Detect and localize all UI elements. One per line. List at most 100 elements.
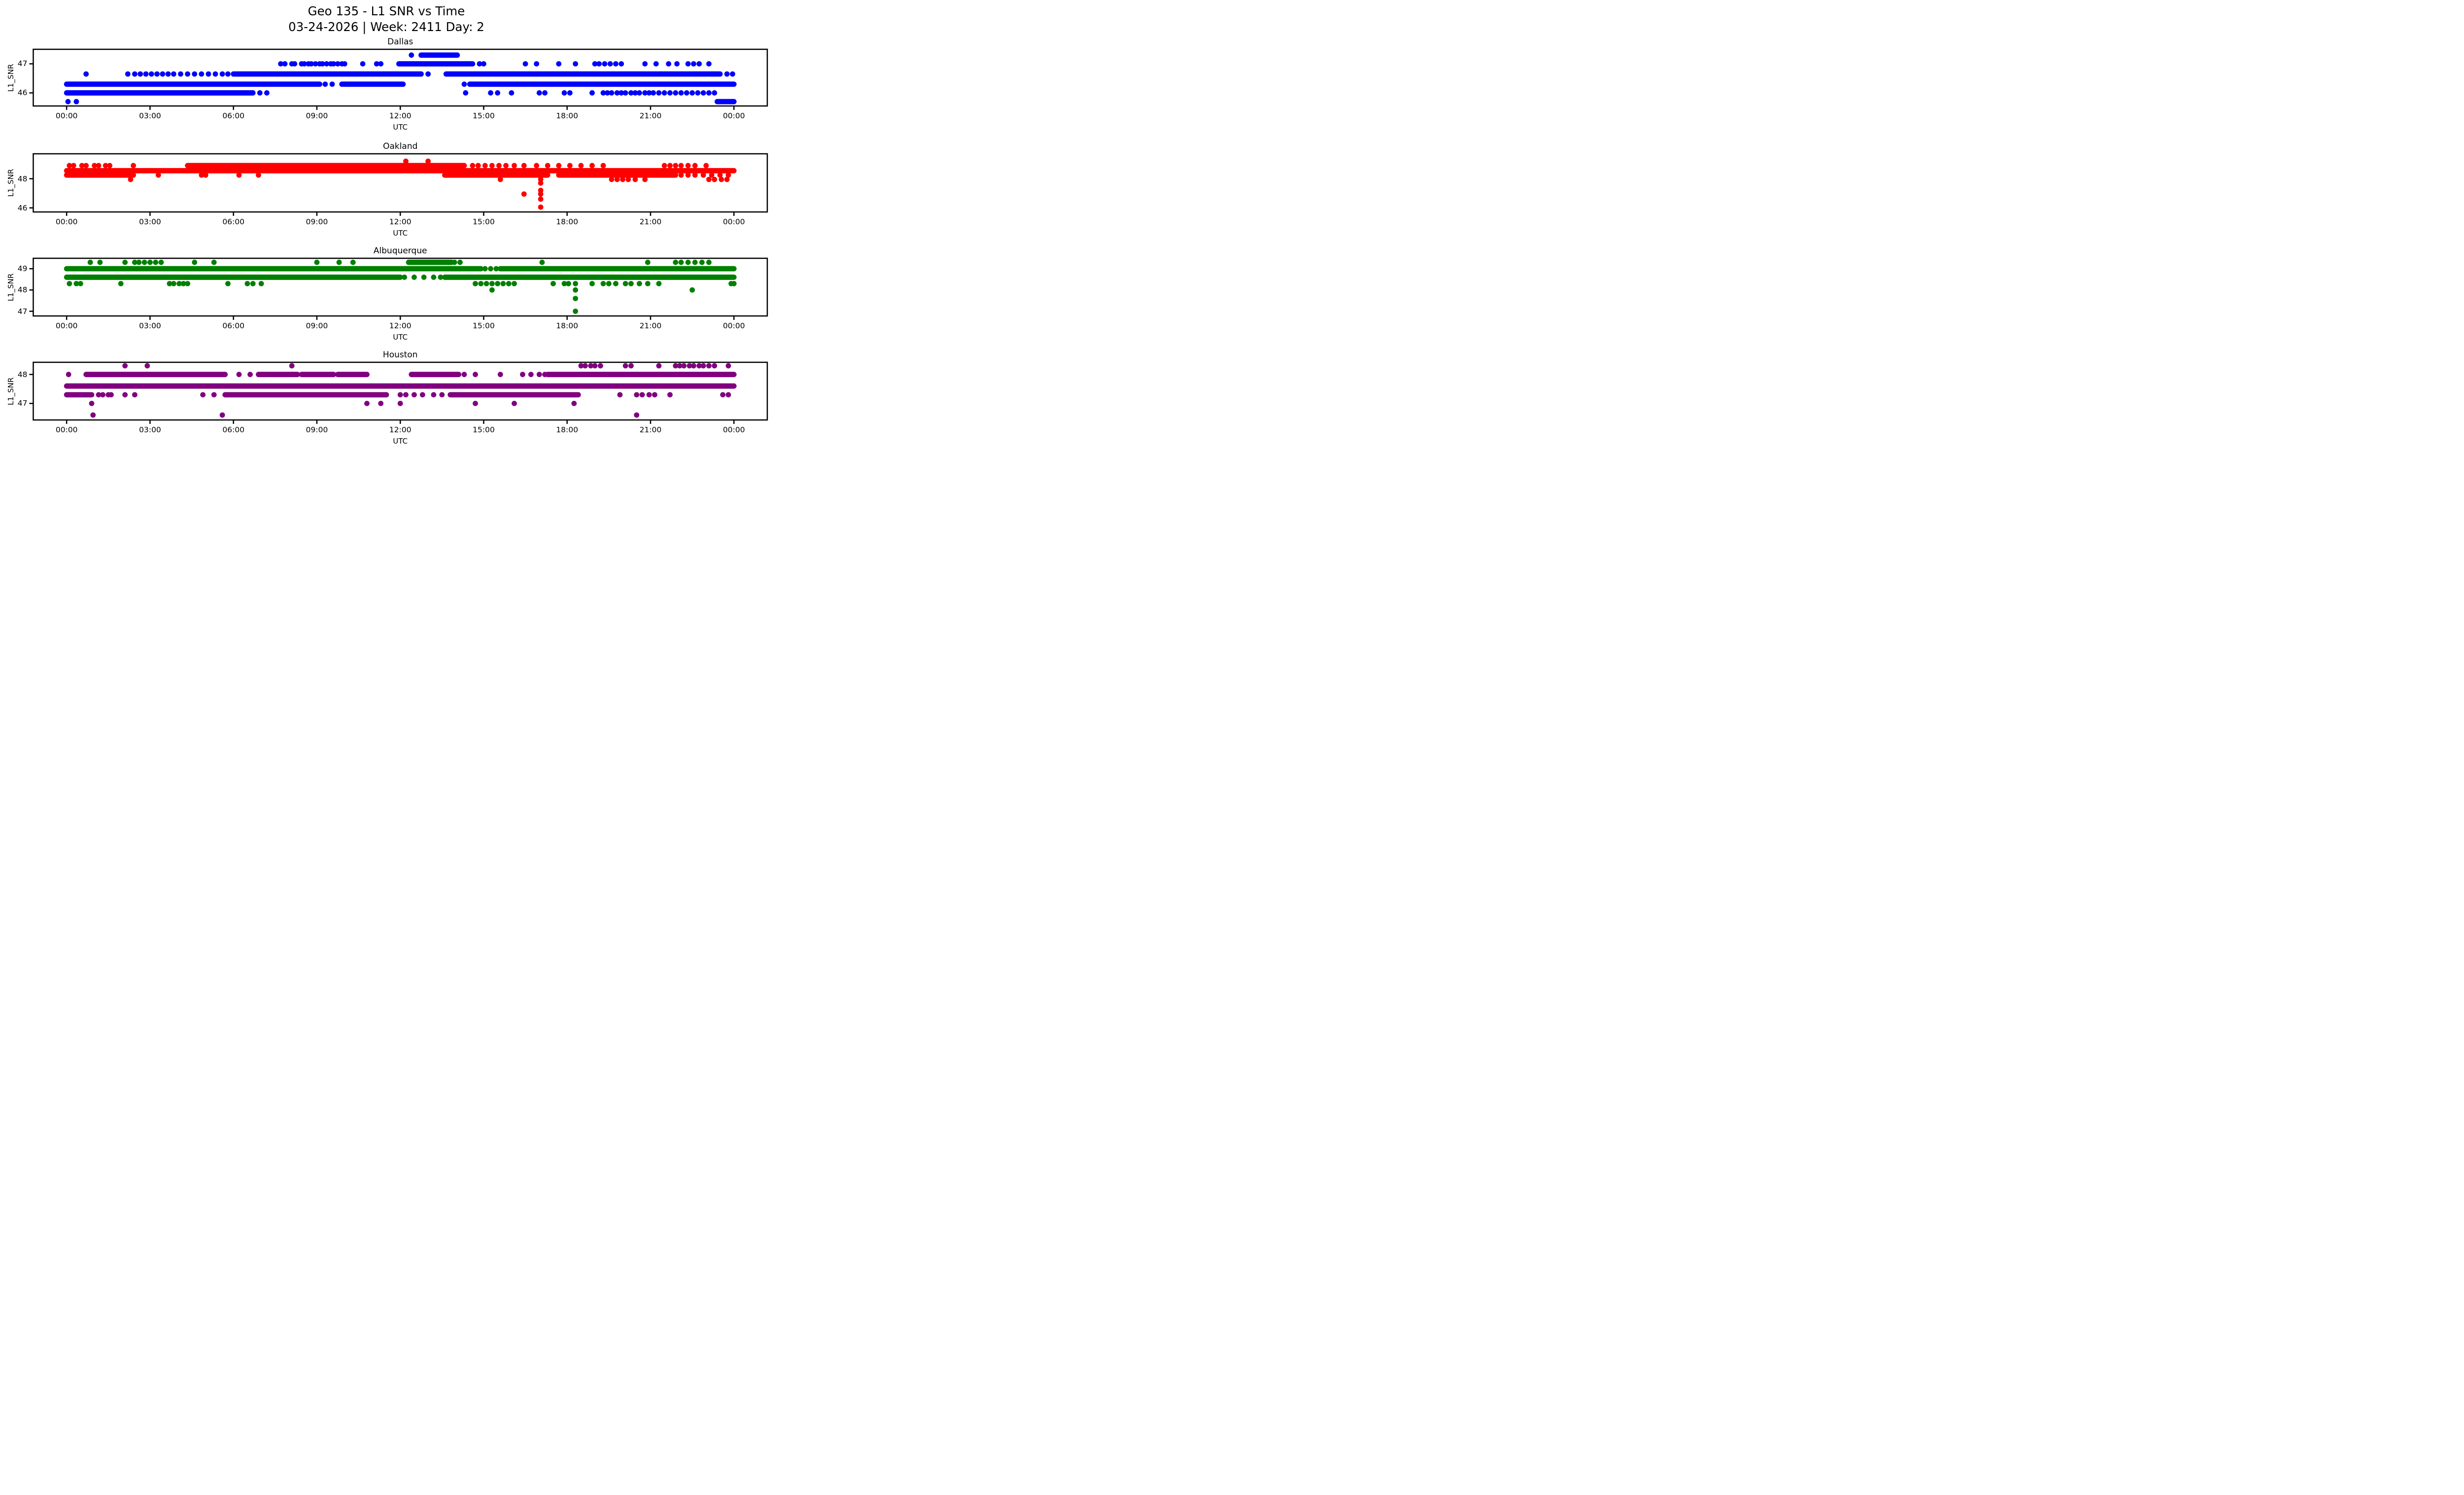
houston-ytick-47: 47 xyxy=(17,399,28,408)
dallas-data-point xyxy=(257,90,263,96)
dallas-data-point xyxy=(618,61,624,67)
houston-data-point xyxy=(403,392,409,398)
dallas-xtick-2: 06:00 xyxy=(222,111,245,120)
albuquerque-data-point xyxy=(78,280,83,286)
albuquerque-data-point xyxy=(673,259,679,265)
albuquerque-data-point xyxy=(431,275,437,280)
oakland-xtick-2: 06:00 xyxy=(222,217,245,226)
oakland-data-point xyxy=(155,172,161,178)
houston-data-point xyxy=(100,392,105,398)
albuquerque-data-point xyxy=(488,266,494,272)
houston-xtick-2: 06:00 xyxy=(222,425,245,434)
albuquerque-data-point xyxy=(692,259,698,265)
dallas-data-point xyxy=(509,90,514,96)
albuquerque-data-point xyxy=(613,280,618,286)
dallas-data-point xyxy=(292,61,298,67)
houston-data-point xyxy=(431,392,437,398)
dallas-data-point xyxy=(212,71,218,77)
albuquerque-xtick-8: 00:00 xyxy=(722,321,745,330)
houston-data-point xyxy=(677,363,683,369)
albuquerque-data-point xyxy=(153,259,159,265)
oakland-data-point xyxy=(83,163,89,169)
houston-data-point xyxy=(66,372,71,378)
oakland-data-point xyxy=(703,163,709,169)
dallas-xtick-3: 09:00 xyxy=(306,111,328,120)
albuquerque-xlabel: UTC xyxy=(393,333,408,342)
dallas-data-point xyxy=(143,71,149,77)
dallas-data-point xyxy=(148,71,154,77)
houston-data-point xyxy=(122,392,128,398)
oakland-data-point xyxy=(489,163,495,169)
dallas-data-point xyxy=(477,61,482,67)
albuquerque-data-point xyxy=(336,259,342,265)
oakland-data-point xyxy=(538,204,544,210)
albuquerque-data-point xyxy=(645,259,650,265)
albuquerque-data-point xyxy=(176,280,182,286)
houston-data-point xyxy=(473,401,478,406)
oakland-data-point xyxy=(620,176,626,182)
houston-ytick-48: 48 xyxy=(17,370,28,379)
figure: Geo 135 - L1 SNR vs Time 03-24-2026 | We… xyxy=(0,0,773,449)
dallas-data-point xyxy=(342,61,347,67)
oakland-xtick-1: 03:00 xyxy=(139,217,161,226)
dallas-data-point xyxy=(592,61,598,67)
albuquerque-data-point xyxy=(573,287,579,293)
albuquerque-data-point xyxy=(457,259,463,265)
houston-data-point xyxy=(236,372,242,378)
houston-xlabel: UTC xyxy=(393,437,408,446)
dallas-data-point xyxy=(425,71,431,77)
albuquerque-xtick-7: 21:00 xyxy=(639,321,662,330)
houston-data-point xyxy=(686,363,692,369)
albuquerque-data-point xyxy=(731,280,737,286)
oakland-xtick-0: 00:00 xyxy=(55,217,78,226)
houston-data-point xyxy=(497,372,503,378)
figure-title-line2: 03-24-2026 | Week: 2411 Day: 2 xyxy=(288,20,484,34)
dallas-data-point xyxy=(322,81,328,87)
oakland-data-point xyxy=(692,172,698,178)
albuquerque-xtick-6: 18:00 xyxy=(556,321,579,330)
oakland-data-point xyxy=(642,176,648,182)
oakland-ylabel: L1_SNR xyxy=(6,169,15,197)
houston-ylabel: L1_SNR xyxy=(6,377,15,405)
oakland-data-point xyxy=(567,163,573,169)
dallas-data-point xyxy=(154,71,160,77)
oakland-data-point xyxy=(706,176,712,182)
dallas-data-point xyxy=(374,61,379,67)
albuquerque-data-point xyxy=(500,280,506,286)
albuquerque-data-point xyxy=(483,280,489,286)
houston-data-point xyxy=(419,392,425,398)
albuquerque-data-point xyxy=(73,280,79,286)
oakland-subplot-title: Oakland xyxy=(383,141,418,151)
albuquerque-data-point xyxy=(350,259,356,265)
dallas-data-point xyxy=(685,61,691,67)
albuquerque-data-point xyxy=(97,259,103,265)
houston-data-point xyxy=(96,392,102,398)
dallas-data-point xyxy=(661,90,667,96)
albuquerque-data-point xyxy=(171,280,176,286)
dallas-data-point xyxy=(618,90,624,96)
houston-data-point xyxy=(634,412,640,418)
dallas-data-point xyxy=(278,61,284,67)
houston-data-point xyxy=(582,363,588,369)
oakland-data-point xyxy=(475,163,481,169)
dallas-data-point xyxy=(125,71,131,77)
houston-xtick-3: 09:00 xyxy=(306,425,328,434)
albuquerque-ytick-49: 49 xyxy=(17,264,28,274)
dallas-data-point xyxy=(730,71,735,77)
albuquerque-data-point xyxy=(258,280,264,286)
dallas-data-point xyxy=(724,71,730,77)
oakland-data-point xyxy=(700,172,706,178)
albuquerque-data-point xyxy=(706,259,712,265)
albuquerque-data-point xyxy=(167,280,172,286)
dallas-subplot-title: Dallas xyxy=(387,37,413,47)
albuquerque-data-point xyxy=(482,266,488,272)
oakland-data-point xyxy=(678,163,684,169)
oakland-data-point xyxy=(256,172,261,178)
oakland-data-point xyxy=(538,176,544,182)
albuquerque-data-point xyxy=(473,280,478,286)
dallas-data-point xyxy=(205,71,211,77)
dallas-data-point xyxy=(165,71,171,77)
dallas-data-point xyxy=(556,61,562,67)
oakland-data-point xyxy=(92,163,98,169)
oakland-data-point xyxy=(538,191,544,197)
